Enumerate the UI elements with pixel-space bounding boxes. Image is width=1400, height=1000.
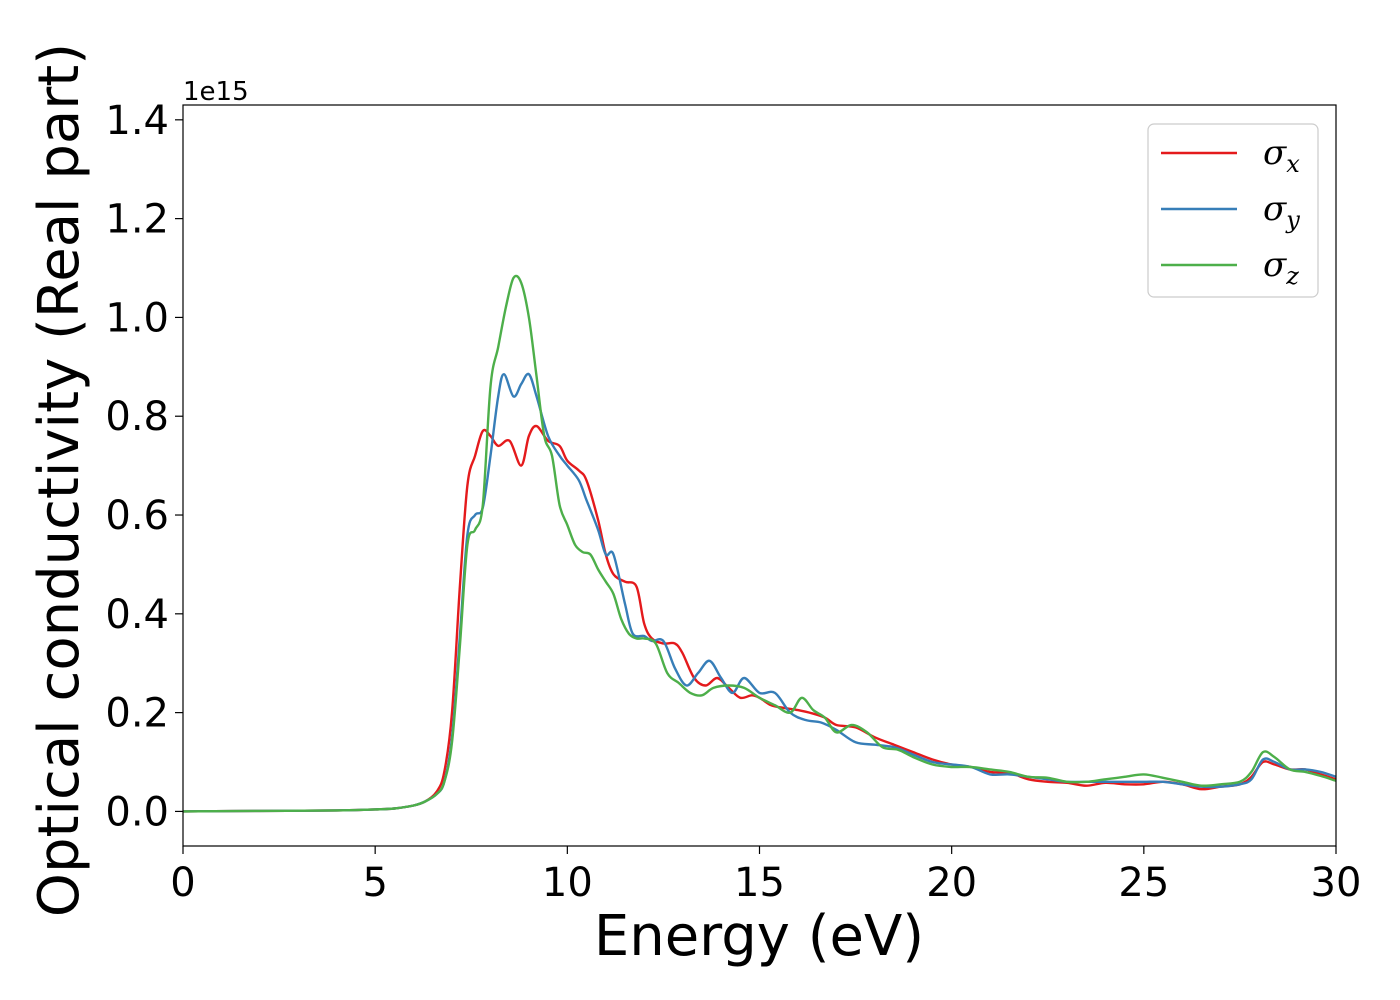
y-axis: 0.0 0.2 0.4 0.6 0.8 1.0 1.2 1.4: [105, 98, 183, 835]
y-tick-label: 0.0: [105, 789, 169, 835]
x-tick-label: 20: [926, 860, 977, 906]
x-axis-label: Energy (eV): [594, 904, 924, 969]
x-axis: 0 5 10 15 20 25 30: [170, 846, 1361, 906]
x-tick-label: 5: [362, 860, 387, 906]
legend-symbol: σ: [1263, 133, 1287, 173]
y-axis-label: Optical conductivity (Real part): [27, 43, 92, 917]
series-layer: [183, 274, 1336, 813]
series-line-z: [183, 274, 1336, 813]
y-tick-label: 0.2: [105, 691, 169, 737]
legend-label-x: σx: [1263, 133, 1300, 178]
x-tick-label: 10: [542, 860, 593, 906]
x-tick-label: 0: [170, 860, 195, 906]
y-tick-label: 1.2: [105, 197, 169, 243]
legend-label-z: σz: [1263, 245, 1299, 290]
legend-label-y: σy: [1263, 189, 1300, 234]
legend-subscript: z: [1285, 262, 1299, 290]
legend-subscript: y: [1285, 206, 1300, 234]
y-tick-label: 1.0: [105, 295, 169, 341]
y-tick-label: 1.4: [105, 98, 169, 144]
y-tick-label: 0.6: [105, 493, 169, 539]
y-tick-label: 0.8: [105, 394, 169, 440]
x-tick-label: 15: [734, 860, 785, 906]
series-line-y: [183, 372, 1336, 813]
legend-frame: [1147, 123, 1319, 298]
legend-symbol: σ: [1263, 189, 1287, 229]
x-tick-label: 30: [1311, 860, 1362, 906]
x-tick-label: 25: [1118, 860, 1169, 906]
legend-symbol: σ: [1263, 245, 1287, 285]
legend-subscript: x: [1286, 150, 1300, 178]
y-tick-label: 0.4: [105, 592, 169, 638]
y-offset-label: 1e15: [183, 77, 249, 107]
series-line-x: [183, 424, 1336, 813]
